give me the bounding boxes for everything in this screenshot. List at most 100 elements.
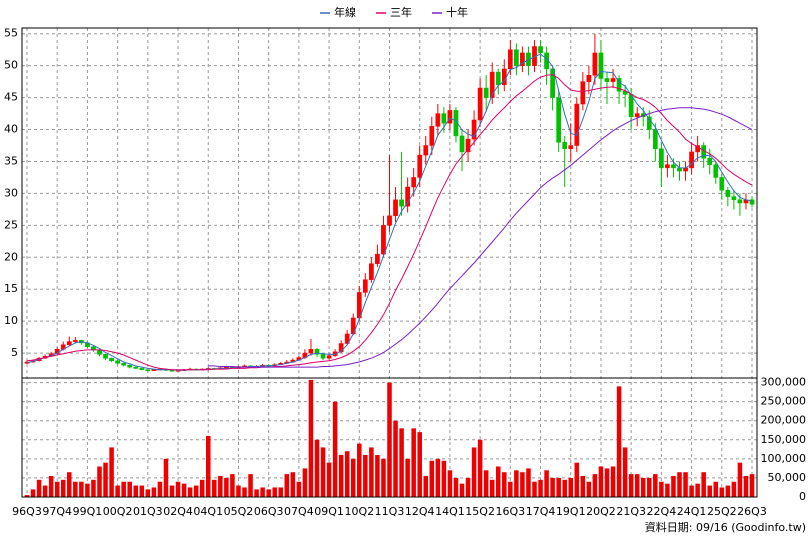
legend-label: 年線 [334, 5, 356, 19]
volume-bar [544, 470, 549, 497]
volume-bar [67, 472, 72, 497]
y2-tick-label: 250,000 [761, 395, 807, 408]
volume-bar [628, 474, 634, 497]
volume-bar [701, 472, 706, 497]
y-tick-label: 45 [4, 91, 18, 104]
volume-bar [212, 479, 217, 497]
volume-bar [290, 472, 296, 497]
y2-tick-label: 50,000 [768, 471, 807, 484]
volume-bar [278, 487, 284, 497]
volume-bar [634, 474, 640, 497]
candle-body [429, 126, 435, 146]
volume-bar [199, 479, 205, 497]
candle-body [314, 349, 320, 355]
candle-body [338, 343, 344, 353]
volume-bar [103, 462, 108, 497]
candle-body [441, 113, 447, 124]
volume-bar [24, 495, 30, 497]
volume-bar [115, 485, 120, 497]
candle-body [622, 90, 628, 95]
volume-bar [659, 481, 664, 497]
y-tick-label: 10 [4, 314, 18, 327]
source-note: 資料日期: 09/16 (Goodinfo.tw) [645, 520, 806, 534]
x-tick-label: 99Q1 [73, 505, 103, 518]
volume-bar [284, 474, 290, 497]
volume-bar [568, 477, 574, 497]
volume-bar [296, 481, 302, 497]
candle-body [417, 154, 423, 178]
volume-bar [314, 439, 320, 497]
ma-line [26, 74, 753, 371]
volume-bar [683, 472, 688, 497]
candle-body [598, 52, 604, 79]
volume-bar [538, 479, 543, 497]
legend-label: 三年 [390, 5, 412, 19]
volume-bar [737, 462, 743, 497]
x-tick-label: 26Q3 [737, 505, 767, 518]
volume-bar [127, 481, 132, 497]
x-tick-label: 02Q4 [163, 505, 193, 518]
y-tick-label: 50 [4, 59, 18, 72]
ma-line [208, 107, 753, 368]
candle-body [749, 199, 755, 205]
volume-bar [647, 477, 652, 497]
candle-body [405, 186, 410, 207]
volume-bar [502, 472, 507, 497]
volume-bar [459, 483, 465, 497]
x-tick-label: 04Q1 [193, 505, 223, 518]
volume-bar [604, 468, 610, 497]
candle-body [574, 103, 580, 146]
volume-bar [526, 468, 531, 497]
candle-body [665, 164, 670, 169]
volume-bar [344, 451, 350, 497]
x-tick-label: 11Q3 [375, 505, 405, 518]
volume-bar [423, 476, 429, 497]
candle-body [556, 97, 562, 143]
x-tick-label: 01Q3 [133, 505, 163, 518]
volume-bar [580, 476, 586, 497]
volume-bar [350, 458, 356, 497]
candle-body [139, 368, 145, 370]
volume-bar [411, 428, 416, 497]
volume-bar [749, 474, 755, 497]
x-tick-label: 24Q1 [677, 505, 707, 518]
candle-body [737, 199, 743, 204]
volume-bar [145, 489, 151, 497]
x-tick-label: 97Q4 [42, 505, 72, 518]
volume-bar [375, 455, 380, 497]
candle-body [707, 158, 713, 165]
x-tick-label: 16Q3 [496, 505, 526, 518]
candle-body [580, 81, 586, 105]
volume-bar [308, 379, 314, 497]
candle-body [381, 225, 386, 255]
candle-body [127, 364, 133, 368]
volume-bar [248, 474, 253, 497]
volume-bar [260, 487, 265, 497]
volume-bar [695, 483, 700, 497]
volume-bar [441, 460, 447, 497]
volume-bar [489, 479, 495, 497]
candle-body [344, 333, 350, 344]
volume-bar [653, 474, 658, 497]
volume-bar [640, 477, 646, 497]
volume-bar [713, 481, 719, 497]
x-tick-label: 96Q3 [12, 505, 42, 518]
candle-body [308, 349, 314, 354]
volume-bar [230, 474, 235, 497]
volume-bar [254, 489, 259, 497]
y-tick-label: 20 [4, 250, 18, 263]
y-tick-label: 15 [4, 282, 18, 295]
y2-tick-label: 0 [799, 490, 806, 503]
candle-body [616, 78, 622, 92]
volume-bar [85, 483, 90, 497]
candle-body [423, 145, 429, 156]
plot-frame [21, 27, 758, 498]
volume-bar [272, 487, 277, 497]
x-tick-label: 17Q4 [526, 505, 556, 518]
candle-body [459, 135, 465, 153]
candle-body [169, 370, 175, 372]
candle-body [604, 78, 610, 82]
x-tick-label: 12Q4 [405, 505, 435, 518]
